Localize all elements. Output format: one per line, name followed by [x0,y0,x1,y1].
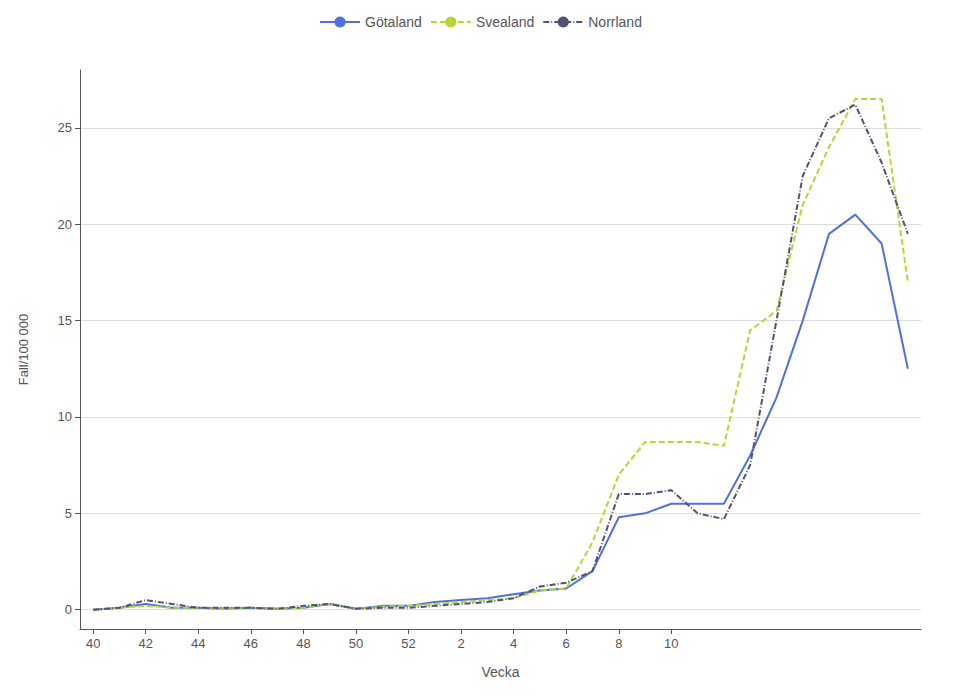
svg-text:2: 2 [457,636,464,651]
svg-text:Vecka: Vecka [481,664,519,680]
svg-text:Svealand: Svealand [476,14,534,30]
svg-text:48: 48 [296,636,310,651]
svg-text:20: 20 [58,217,72,232]
svg-text:46: 46 [244,636,258,651]
svg-text:Götaland: Götaland [365,14,422,30]
svg-text:10: 10 [58,409,72,424]
svg-text:42: 42 [138,636,152,651]
svg-text:8: 8 [615,636,622,651]
svg-text:5: 5 [65,506,72,521]
svg-text:Norrland: Norrland [588,14,642,30]
svg-text:4: 4 [510,636,517,651]
svg-text:6: 6 [563,636,570,651]
svg-text:40: 40 [86,636,100,651]
svg-text:Fall/100 000: Fall/100 000 [16,314,31,386]
svg-text:52: 52 [401,636,415,651]
svg-text:50: 50 [349,636,363,651]
svg-text:44: 44 [191,636,205,651]
svg-text:15: 15 [58,313,72,328]
svg-text:25: 25 [58,120,72,135]
svg-text:0: 0 [65,602,72,617]
svg-text:10: 10 [664,636,678,651]
